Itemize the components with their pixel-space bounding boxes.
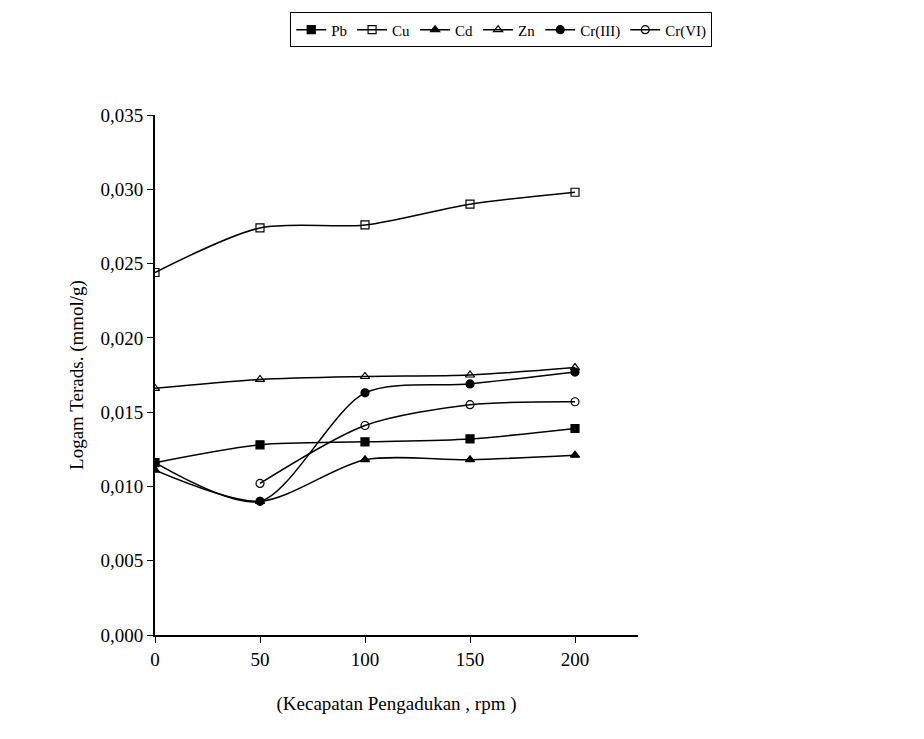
svg-text:0,005: 0,005 <box>100 550 143 571</box>
svg-text:50: 50 <box>251 649 270 670</box>
svg-text:200: 200 <box>561 649 590 670</box>
svg-text:0,030: 0,030 <box>100 179 143 200</box>
svg-text:0,000: 0,000 <box>100 625 143 646</box>
svg-text:(Kecapatan Pengadukan , rpm ): (Kecapatan Pengadukan , rpm ) <box>276 693 516 715</box>
svg-text:0,035: 0,035 <box>100 105 143 126</box>
svg-text:Zn: Zn <box>518 23 535 39</box>
svg-text:0: 0 <box>150 649 160 670</box>
svg-text:0,010: 0,010 <box>100 476 143 497</box>
svg-text:Cr(VI): Cr(VI) <box>665 23 706 40</box>
svg-text:100: 100 <box>351 649 380 670</box>
svg-text:Cd: Cd <box>455 23 473 39</box>
svg-text:150: 150 <box>456 649 485 670</box>
svg-text:Cu: Cu <box>392 23 410 39</box>
svg-text:Pb: Pb <box>331 23 347 39</box>
svg-text:0,015: 0,015 <box>100 402 143 423</box>
svg-text:Logam Terads. (mmol/g): Logam Terads. (mmol/g) <box>66 280 88 470</box>
svg-text:Cr(III): Cr(III) <box>580 23 620 40</box>
svg-text:0,025: 0,025 <box>100 253 143 274</box>
svg-text:0,020: 0,020 <box>100 328 143 349</box>
